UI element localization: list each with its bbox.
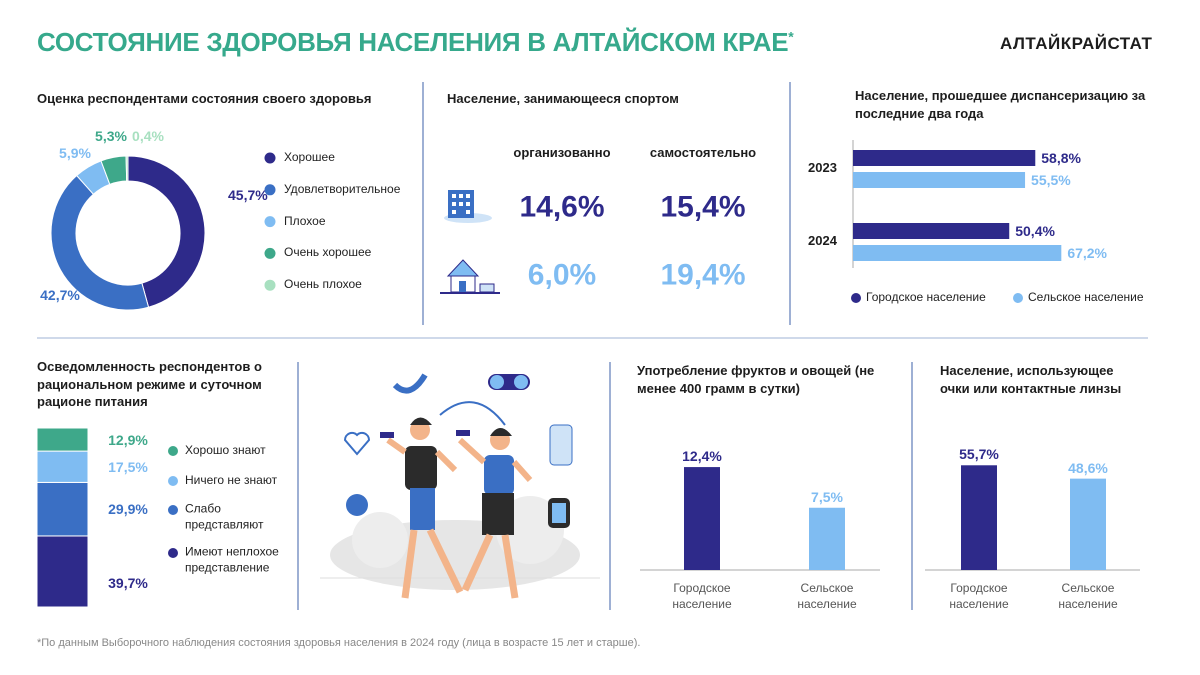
stack-segment — [36, 450, 89, 483]
legend-marker — [264, 216, 276, 228]
bar — [684, 467, 720, 570]
sport-value: 19,4% — [660, 258, 746, 292]
bar — [853, 245, 1062, 261]
data-label: 67,2% — [1067, 244, 1108, 261]
bar — [961, 465, 997, 570]
data-label: 39,7% — [108, 575, 148, 592]
column-header: организованно — [513, 145, 611, 161]
chart-title: Население, использующее очки или контакт… — [940, 363, 1122, 396]
legend-marker — [168, 446, 178, 456]
category-label: Городское население — [672, 581, 732, 612]
legend-label: Очень хорошее — [284, 245, 372, 260]
legend-marker — [168, 548, 178, 558]
legend-label: Хорошее — [284, 150, 335, 165]
legend-marker — [264, 279, 276, 291]
title-text: СОСТОЯНИЕ ЗДОРОВЬЯ НАСЕЛЕНИЯ В АЛТАЙСКОМ… — [37, 27, 789, 57]
stack-segment — [36, 481, 89, 537]
legend-label: Очень плохое — [284, 277, 362, 292]
sport-value: 15,4% — [660, 190, 746, 224]
building-icon — [444, 190, 492, 223]
legend-label: Плохое — [284, 213, 326, 228]
bar — [853, 150, 1036, 166]
donut-segment — [50, 174, 150, 311]
category-label: Городское население — [949, 581, 1009, 612]
sport-value: 6,0% — [527, 258, 597, 292]
legend-marker — [264, 184, 276, 196]
bar — [1070, 478, 1106, 570]
data-label: 55,7% — [959, 446, 999, 463]
data-label: 58,8% — [1041, 149, 1081, 166]
legend-label: Ничего не знают — [185, 473, 278, 488]
stack-segment — [36, 427, 89, 452]
chart-title: Население, прошедшее диспансеризацию за … — [855, 88, 1146, 121]
legend-marker — [851, 293, 861, 303]
legend-marker — [1013, 293, 1023, 303]
bar — [809, 507, 845, 570]
donut-segment — [125, 155, 129, 182]
chart-title: Употребление фруктов и овощей (не менее … — [637, 363, 875, 396]
data-label: 48,6% — [1068, 459, 1108, 476]
legend-marker — [168, 476, 178, 486]
data-label: 5,9% — [59, 144, 91, 161]
bar — [853, 223, 1010, 239]
chart-title: Осведомленность респондентов о рациональ… — [37, 359, 262, 410]
legend-label: Удовлетворительное — [284, 182, 401, 196]
stack-segment — [36, 535, 89, 608]
chart-title: Оценка респондентами состояния своего зд… — [37, 91, 372, 106]
data-label: 7,5% — [811, 488, 843, 505]
sport-value: 14,6% — [519, 190, 605, 224]
illustration — [320, 373, 600, 599]
legend-label: Слабо представляют — [185, 501, 264, 531]
legend-label: Сельское население — [1028, 290, 1144, 305]
legend-label: Городское население — [866, 290, 986, 305]
data-label: 17,5% — [108, 458, 148, 475]
footnote: *По данным Выборочного наблюдения состоя… — [37, 637, 641, 649]
data-label: 0,4% — [132, 127, 164, 144]
bar — [853, 172, 1026, 188]
data-label: 5,3% — [95, 127, 127, 144]
legend-label: Имеют неплохое представление — [185, 544, 279, 574]
donut-segment — [127, 155, 206, 308]
title-note: * — [788, 28, 794, 45]
category-label: 2023 — [808, 160, 837, 176]
brand: АЛТАЙКРАЙСТАТ — [1000, 34, 1153, 53]
data-label: 45,7% — [228, 186, 268, 203]
category-label: Сельское население — [1058, 581, 1118, 612]
data-label: 12,4% — [682, 447, 722, 464]
legend-marker — [168, 505, 178, 515]
dividers — [37, 82, 1148, 610]
page-title: СОСТОЯНИЕ ЗДОРОВЬЯ НАСЕЛЕНИЯ В АЛТАЙСКОМ… — [37, 26, 794, 60]
category-label: Сельское население — [797, 581, 857, 612]
data-label: 29,9% — [108, 501, 148, 518]
data-label: 42,7% — [40, 286, 80, 303]
legend-marker — [264, 152, 276, 164]
legend-marker — [264, 247, 276, 259]
data-label: 55,5% — [1031, 171, 1071, 188]
column-header: самостоятельно — [649, 145, 757, 161]
category-label: 2024 — [808, 233, 837, 249]
legend-label: Хорошо знают — [185, 443, 266, 458]
data-label: 50,4% — [1015, 222, 1055, 239]
house-icon — [440, 259, 500, 294]
data-label: 12,9% — [108, 431, 148, 448]
section-title: Население, занимающееся спортом — [447, 91, 679, 106]
